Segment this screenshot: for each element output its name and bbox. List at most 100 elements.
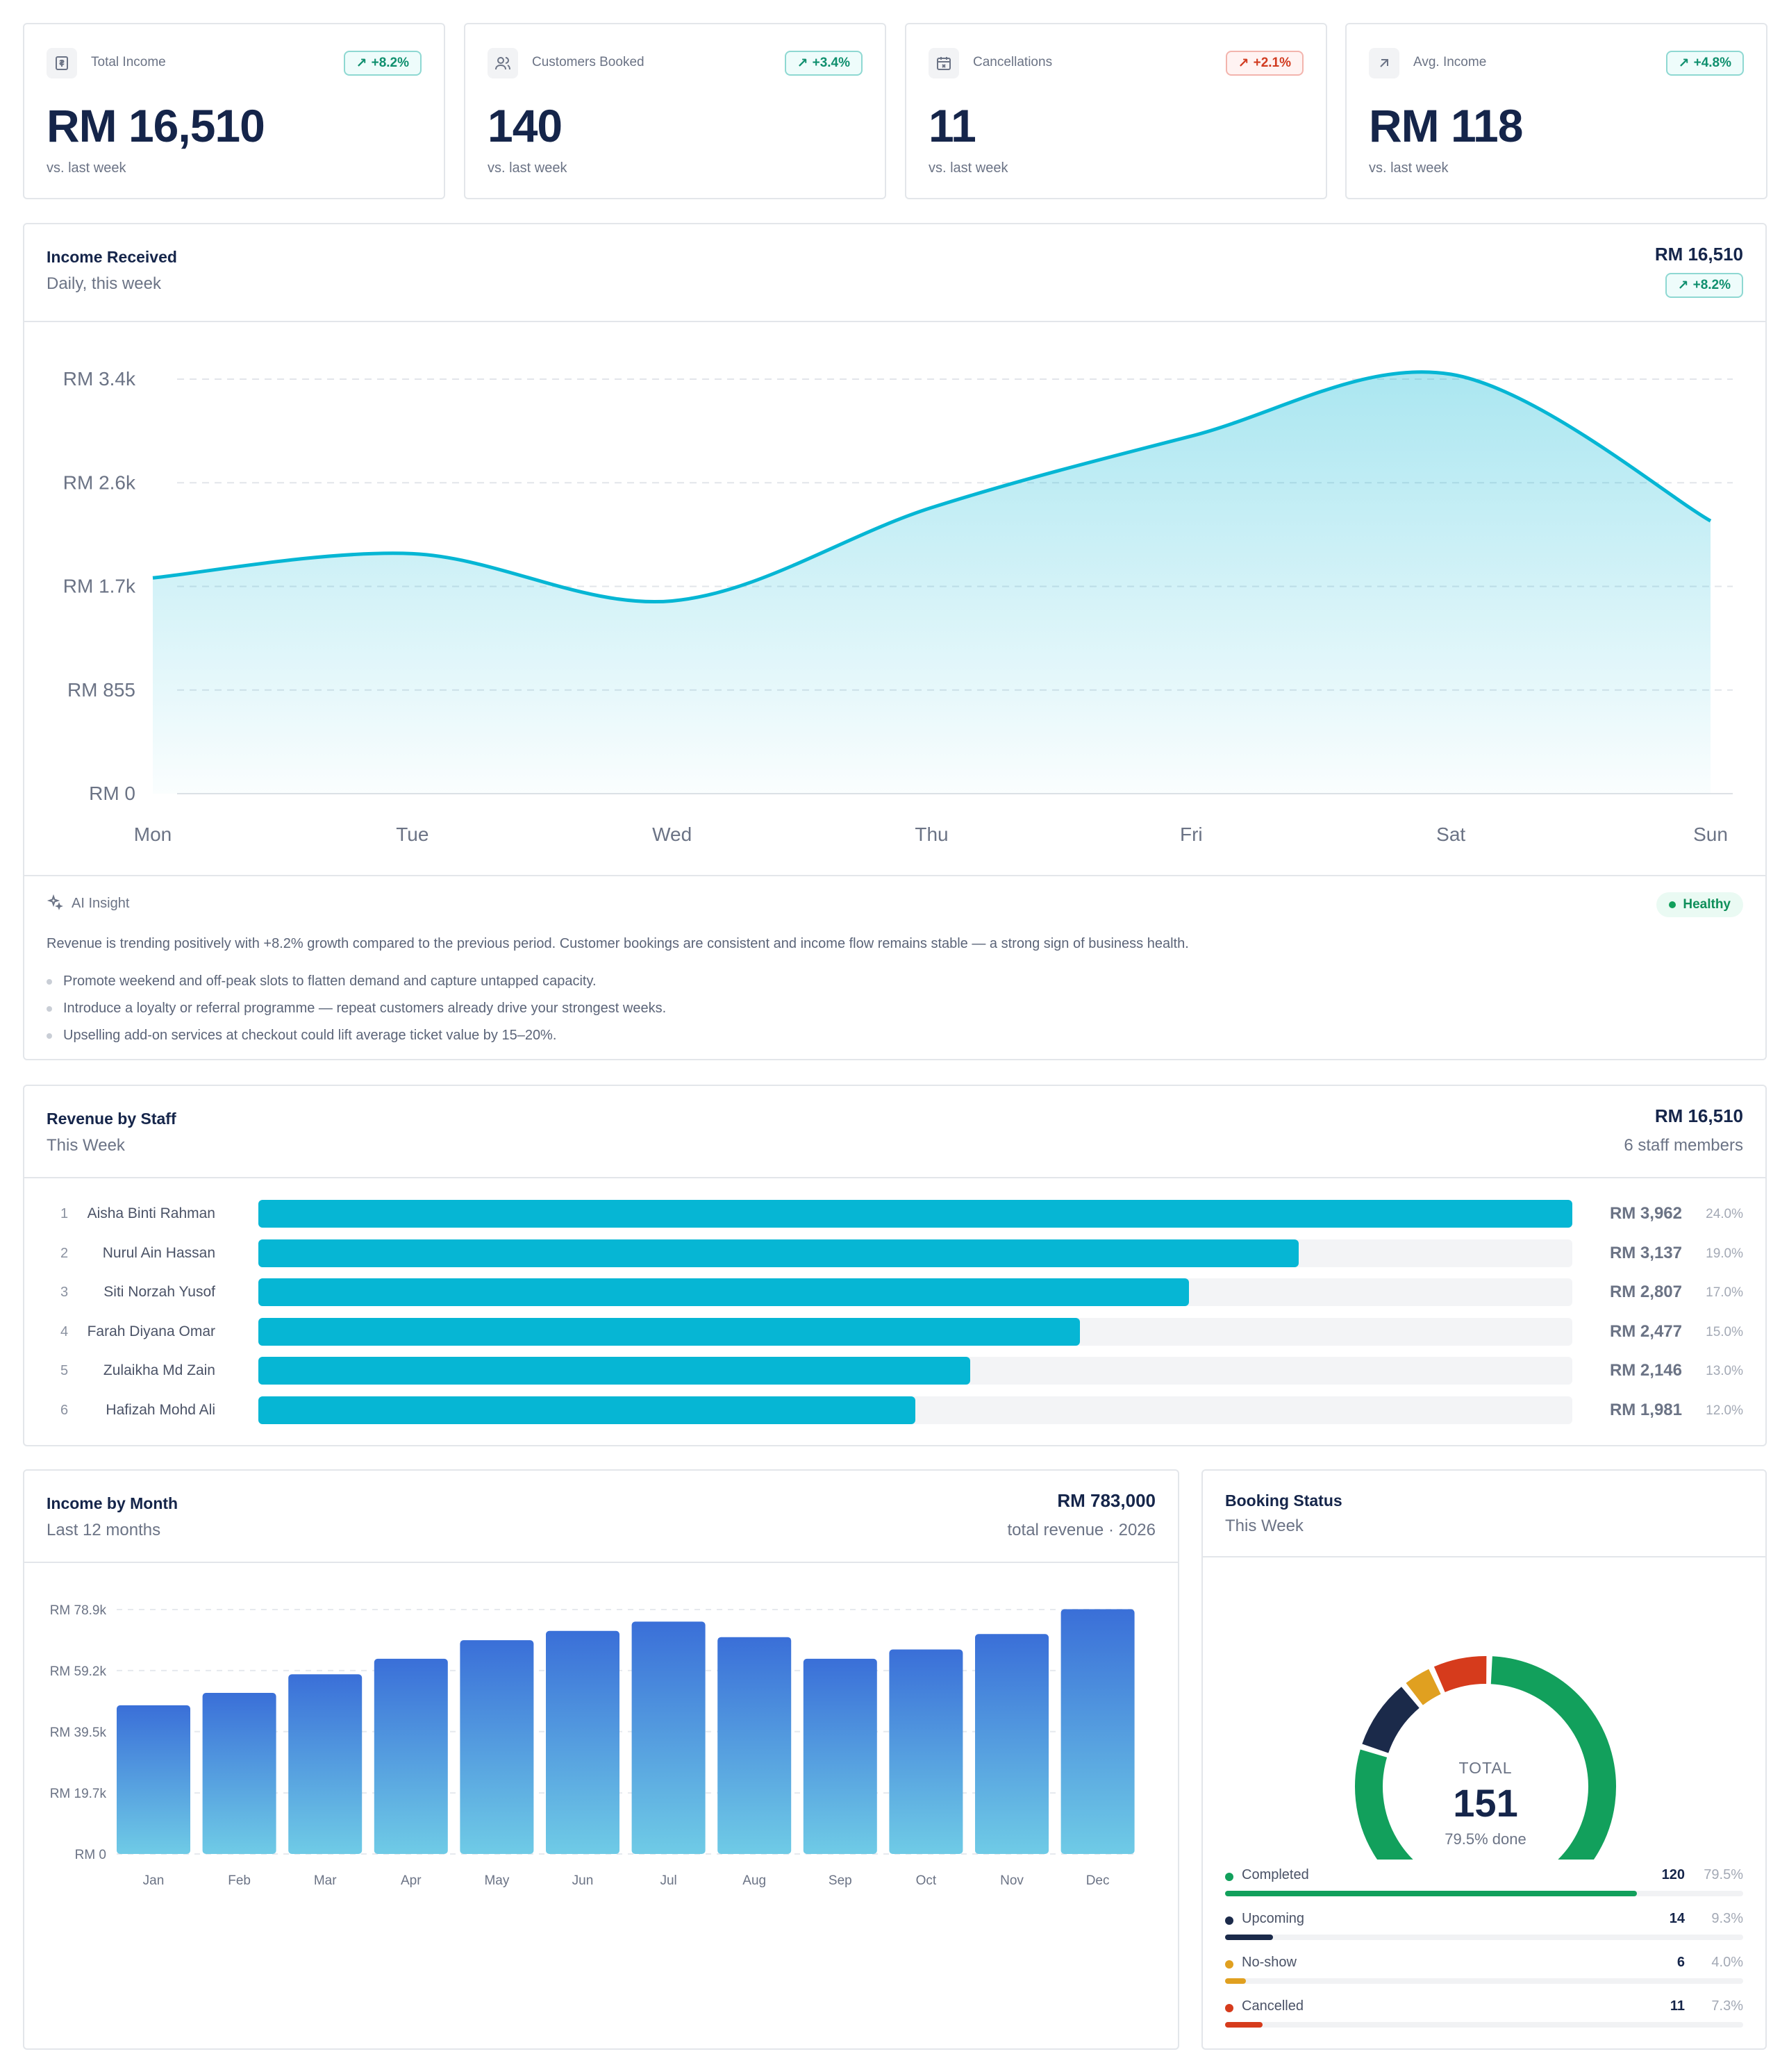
trend-badge: ↗ +8.2% (1665, 273, 1743, 298)
trend-value: +8.2% (1692, 278, 1731, 292)
card-title: Income by Month (47, 1494, 178, 1512)
insight-bullet-text: Promote weekend and off-peak slots to fl… (63, 974, 597, 989)
y-tick-label: RM 1.7k (63, 576, 136, 597)
bar (546, 1630, 619, 1854)
trend-value: +2.1% (1253, 56, 1291, 70)
income-by-month-card: Income by Month Last 12 months RM 783,00… (23, 1469, 1179, 2050)
ai-insight-label: AI Insight (72, 896, 130, 911)
divider (24, 1177, 1765, 1178)
trend-up-icon: ↗ (356, 56, 367, 71)
staff-share: 24.0% (1706, 1207, 1743, 1221)
staff-revenue: RM 3,962 (1609, 1204, 1682, 1223)
card-title: Booking Status (1225, 1492, 1342, 1510)
status-count: 6 (1676, 1955, 1685, 1970)
kpi-subtext: vs. last week (929, 160, 1008, 176)
staff-bar-track (258, 1278, 1572, 1306)
data-point (151, 576, 155, 580)
card-subtitle: This Week (47, 1136, 125, 1155)
insight-bullet-text: Upselling add-on services at checkout co… (63, 1028, 557, 1043)
x-tick-label: Mon (134, 824, 172, 845)
status-count: 14 (1669, 1911, 1685, 1926)
y-tick-label: RM 2.6k (63, 471, 136, 493)
trend-value: +4.8% (1693, 56, 1731, 70)
status-percent: 4.0% (1711, 1955, 1743, 1970)
status-dot (1225, 2004, 1233, 2012)
card-total: RM 16,510 (1654, 244, 1743, 265)
kpi-card-cancellations: Cancellations ↗ +2.1% 11 vs. last week (905, 23, 1327, 199)
bar (803, 1658, 877, 1854)
bar (889, 1649, 963, 1854)
income-area-chart: RM 0 RM 855 RM 1.7k RM 2.6k RM 3.4k Mon Tue Wed… (63, 368, 1733, 845)
status-row: No-show 6 4.0% (1225, 1955, 1743, 1989)
staff-revenue: RM 2,477 (1609, 1321, 1682, 1341)
x-tick-label: Nov (1000, 1873, 1024, 1888)
kpi-card-total-income: Total Income ↗ +8.2% RM 16,510 vs. last w… (23, 23, 445, 199)
kpi-subtext: vs. last week (1369, 160, 1449, 176)
data-point (670, 599, 674, 603)
status-label: Cancelled (1242, 1998, 1304, 2014)
staff-bar-track (258, 1239, 1572, 1267)
divider (24, 1562, 1178, 1563)
card-total-subtext: total revenue · 2026 (1007, 1521, 1156, 1539)
bar (460, 1640, 534, 1854)
x-tick-label: Feb (228, 1873, 251, 1888)
staff-share: 13.0% (1706, 1364, 1743, 1378)
y-tick-label: RM 855 (67, 679, 135, 701)
arrow-up-right-icon (1369, 48, 1399, 78)
divider (24, 321, 1765, 322)
trend-up-icon: ↗ (797, 56, 808, 71)
bullet-dot (47, 1033, 52, 1039)
bullet-dot (47, 978, 52, 985)
calendar-x-icon (929, 48, 959, 78)
staff-bar-track (258, 1317, 1572, 1346)
sparkle-icon (47, 894, 63, 914)
staff-bar (258, 1357, 970, 1385)
status-count: 11 (1670, 1998, 1685, 2014)
insight-bullet: Introduce a loyalty or referral programm… (47, 1001, 666, 1017)
status-percent: 9.3% (1711, 1911, 1743, 1926)
staff-bar (258, 1200, 1572, 1228)
staff-name: Farah Diyana Omar (87, 1323, 215, 1339)
staff-rank: 6 (60, 1402, 69, 1418)
staff-row: 5 Zulaikha Md Zain RM 2,146 13.0% (24, 1357, 1765, 1385)
divider (1203, 1556, 1765, 1557)
trend-up-icon: ↗ (1678, 56, 1690, 71)
kpi-value: 140 (488, 100, 563, 151)
bar (631, 1621, 706, 1854)
status-dot (1669, 901, 1676, 908)
bullet-dot (47, 1005, 52, 1012)
bar (975, 1634, 1049, 1854)
staff-row: 3 Siti Norzah Yusof RM 2,807 17.0% (24, 1278, 1765, 1306)
divider (24, 875, 1765, 876)
kpi-card-customers-booked: Customers Booked ↗ +3.4% 140 vs. last wee… (464, 23, 886, 199)
x-tick-label: Tue (396, 824, 428, 845)
booking-donut-chart: TOTAL 151 79.5% done (1355, 1656, 1616, 1860)
kpi-subtext: vs. last week (488, 160, 567, 176)
donut-slice (1433, 1656, 1487, 1693)
trend-value: +3.4% (812, 56, 850, 70)
donut-slice (1406, 1669, 1442, 1705)
staff-row: 2 Nurul Ain Hassan RM 3,137 19.0% (24, 1239, 1765, 1267)
staff-row: 1 Aisha Binti Rahman RM 3,962 24.0% (24, 1200, 1765, 1228)
bar (374, 1658, 448, 1854)
status-label: No-show (1242, 1955, 1297, 1970)
status-row: Completed 120 79.5% (1225, 1867, 1743, 1902)
status-dot (1225, 1873, 1233, 1881)
kpi-label: Customers Booked (532, 55, 644, 69)
x-tick-label: Dec (1086, 1873, 1110, 1888)
y-tick-label: RM 59.2k (50, 1664, 107, 1679)
x-tick-label: Sun (1693, 824, 1728, 845)
status-badge: Healthy (1656, 892, 1743, 917)
x-tick-label: Jul (660, 1873, 676, 1888)
staff-share: 17.0% (1706, 1285, 1743, 1300)
users-icon (488, 48, 518, 78)
status-bar-track (1225, 1891, 1743, 1896)
trend-up-icon: ↗ (1677, 278, 1689, 293)
staff-bar-track (258, 1200, 1572, 1228)
revenue-by-staff-card: Revenue by Staff This Week RM 16,510 6 s… (23, 1085, 1767, 1446)
staff-count: 6 staff members (1624, 1136, 1743, 1155)
kpi-value: RM 16,510 (47, 100, 265, 151)
insight-bullet: Promote weekend and off-peak slots to fl… (47, 974, 597, 989)
status-label: Upcoming (1242, 1911, 1305, 1926)
data-point (1449, 372, 1453, 376)
